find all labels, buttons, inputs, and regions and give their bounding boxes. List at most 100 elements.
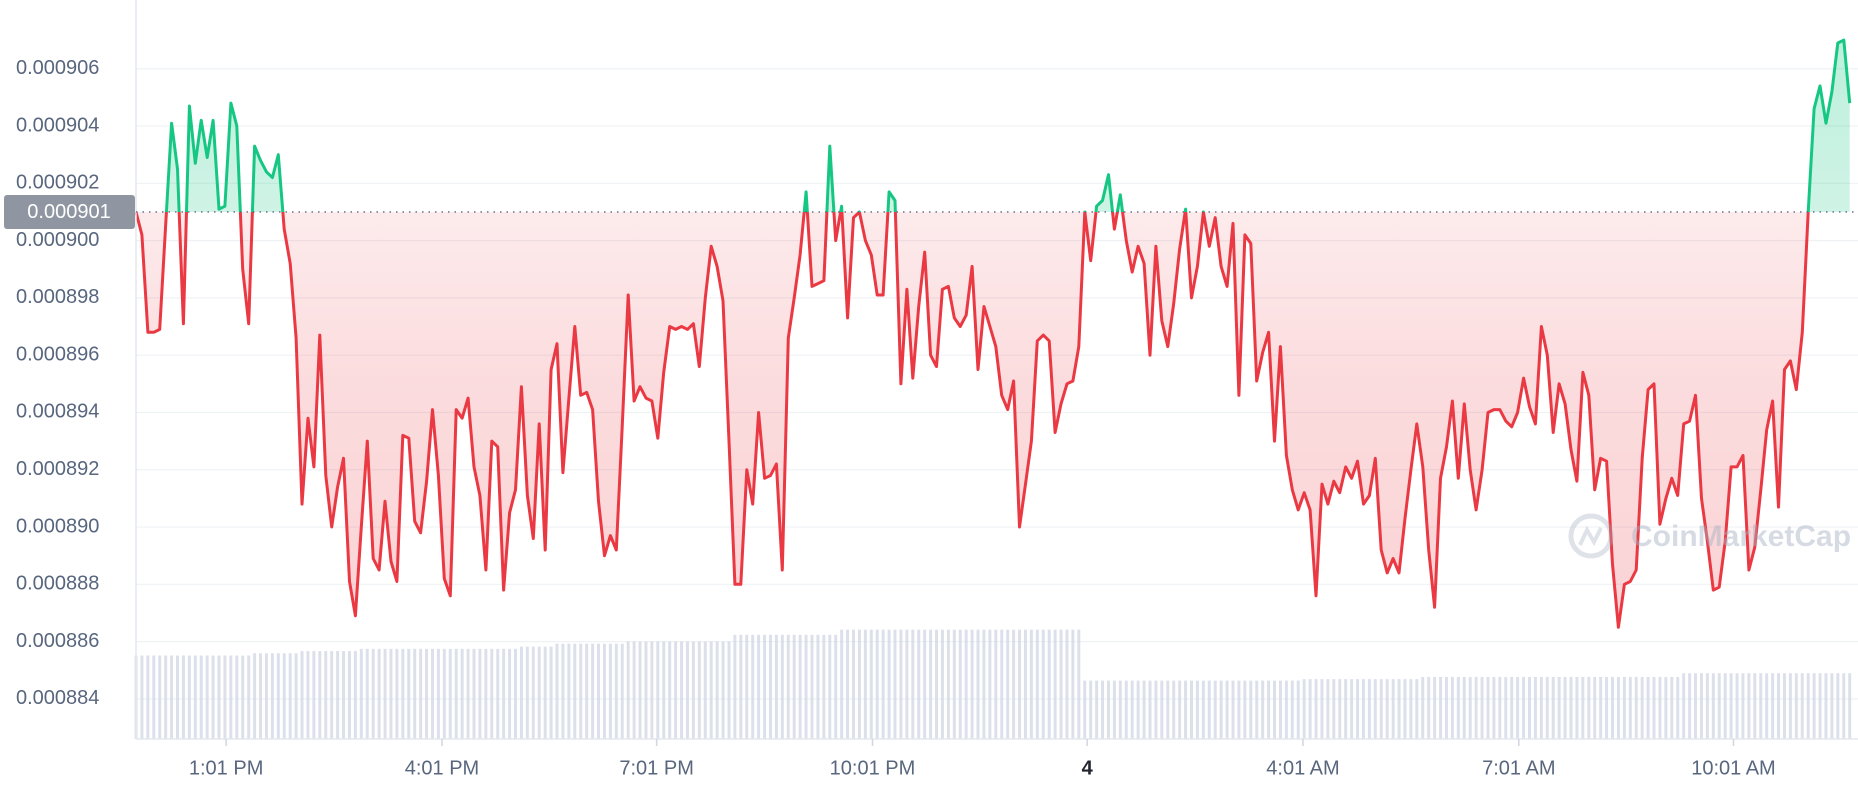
volume-bar <box>1421 676 1425 739</box>
y-tick-label: 0.000896 <box>16 343 99 365</box>
volume-bar <box>1356 679 1360 739</box>
baseline-label: 0.000901 <box>27 201 110 223</box>
volume-bar <box>1753 673 1757 739</box>
volume-bar <box>217 655 221 739</box>
volume-bar <box>727 641 731 739</box>
volume-bar <box>1444 676 1448 739</box>
volume-bar <box>988 629 992 739</box>
volume-bar <box>608 643 612 739</box>
volume-bar <box>241 655 245 739</box>
volume-bar <box>211 655 215 739</box>
volume-bar <box>1581 676 1585 739</box>
volume-bar <box>798 634 802 739</box>
volume-bar <box>1136 680 1140 739</box>
volume-bar <box>1231 680 1235 739</box>
volume-bar <box>1225 680 1229 739</box>
volume-bar <box>1676 676 1680 739</box>
volume-bar <box>597 643 601 739</box>
volume-bar <box>691 641 695 739</box>
volume-bar <box>514 648 517 739</box>
volume-bar <box>1338 679 1342 739</box>
volume-bar <box>1468 676 1472 739</box>
volume-bar <box>1142 680 1146 739</box>
volume-bar <box>1278 680 1282 739</box>
volume-bar <box>1065 629 1069 739</box>
volume-bar <box>235 655 239 739</box>
volume-bar <box>478 648 482 739</box>
volume-bar <box>1599 676 1603 739</box>
volume-bar <box>822 634 826 739</box>
volume-bar <box>347 651 351 739</box>
volume-bar <box>810 634 814 739</box>
volume-bar <box>1563 676 1567 739</box>
volume-bar <box>1071 629 1075 739</box>
volume-bar <box>336 651 340 739</box>
volume-bar <box>1812 673 1816 739</box>
volume-bar <box>1166 680 1170 739</box>
volume-bar <box>205 655 209 739</box>
volume-bar <box>1112 680 1116 739</box>
volume-bar <box>1053 629 1057 739</box>
area-below-baseline <box>136 211 1809 628</box>
volume-bar <box>223 655 227 739</box>
volume-bar <box>1178 680 1182 739</box>
volume-bar <box>573 643 577 739</box>
volume-bar <box>1717 673 1721 739</box>
volume-bar <box>140 655 144 739</box>
volume-bar <box>1664 676 1668 739</box>
volume-bar <box>715 641 719 739</box>
volume-bar <box>638 641 642 739</box>
volume-bar <box>1397 679 1401 739</box>
x-tick-label: 1:01 PM <box>189 757 263 779</box>
volume-bar <box>1415 679 1419 739</box>
volume-bar <box>863 629 867 739</box>
volume-bar <box>1190 680 1193 739</box>
volume-bar <box>1688 673 1692 739</box>
volume-bar <box>579 643 583 739</box>
volume-bar <box>199 655 203 739</box>
volume-bar <box>1035 629 1039 739</box>
volume-bar <box>1350 679 1354 739</box>
y-tick-label: 0.000884 <box>16 687 99 709</box>
volume-bar <box>359 648 363 739</box>
volume-bar <box>152 655 156 739</box>
volume-bar <box>1249 680 1253 739</box>
y-tick-label: 0.000898 <box>16 286 99 308</box>
volume-bar <box>1848 673 1852 739</box>
volume-bar <box>1510 676 1514 739</box>
volume-bar <box>1284 680 1288 739</box>
volume-bar <box>857 629 861 739</box>
volume-bar <box>1765 673 1769 739</box>
volume-bar <box>342 651 346 739</box>
volume-bar <box>407 648 411 739</box>
volume-bar <box>1213 680 1217 739</box>
volume-bar <box>1308 679 1312 739</box>
volume-bar <box>780 634 784 739</box>
volume-bar <box>935 629 938 739</box>
volume-bar <box>899 629 903 739</box>
volume-bar <box>1634 676 1638 739</box>
volume-bar <box>1557 676 1561 739</box>
volume-bar <box>905 629 909 739</box>
volume-bar <box>881 629 885 739</box>
volume-bar <box>282 653 286 739</box>
axes: 0.000884 0.000886 0.000888 0.000890 0.000892… <box>4 0 1858 779</box>
x-tick-label: 4:01 PM <box>405 757 479 779</box>
volume-bar <box>1077 629 1081 739</box>
volume-bar <box>757 634 761 739</box>
volume-bar <box>537 646 541 739</box>
volume-bar <box>1326 679 1330 739</box>
volume-bar <box>703 641 707 739</box>
volume-bar <box>1628 676 1632 739</box>
volume-bar <box>952 629 956 739</box>
volume-bar <box>1824 673 1828 739</box>
volume-bar <box>549 646 553 739</box>
volume-bar <box>585 643 589 739</box>
volume-bar <box>1551 676 1555 739</box>
volume-bar <box>1516 676 1520 739</box>
volume-bar <box>1759 673 1763 739</box>
volume-bar <box>644 641 648 739</box>
volume-bar <box>804 634 808 739</box>
volume-bar <box>1041 629 1045 739</box>
volume-bar <box>1640 676 1644 739</box>
